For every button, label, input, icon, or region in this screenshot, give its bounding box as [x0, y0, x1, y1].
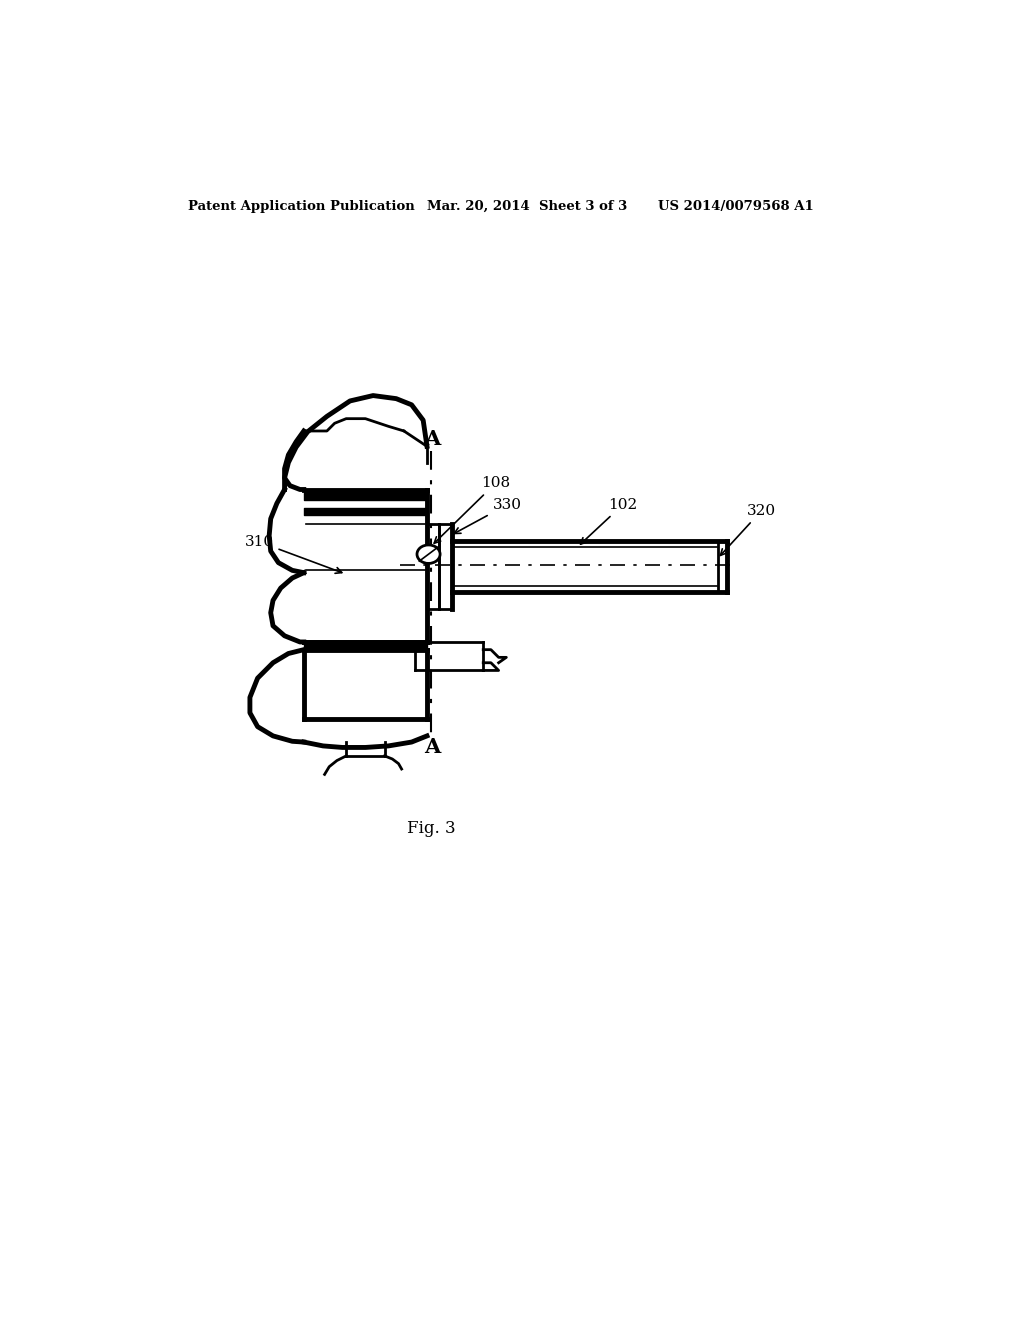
Text: Mar. 20, 2014  Sheet 3 of 3: Mar. 20, 2014 Sheet 3 of 3 — [427, 199, 628, 213]
Text: Fig. 3: Fig. 3 — [407, 820, 456, 837]
Text: Patent Application Publication: Patent Application Publication — [188, 199, 415, 213]
Text: 310: 310 — [245, 535, 342, 573]
Text: 320: 320 — [721, 504, 776, 556]
Ellipse shape — [417, 545, 440, 564]
Text: 102: 102 — [581, 498, 637, 544]
Text: A: A — [424, 738, 440, 758]
Text: A: A — [424, 429, 440, 449]
Text: 108: 108 — [434, 477, 510, 544]
Text: US 2014/0079568 A1: US 2014/0079568 A1 — [658, 199, 814, 213]
Text: 330: 330 — [455, 498, 521, 533]
